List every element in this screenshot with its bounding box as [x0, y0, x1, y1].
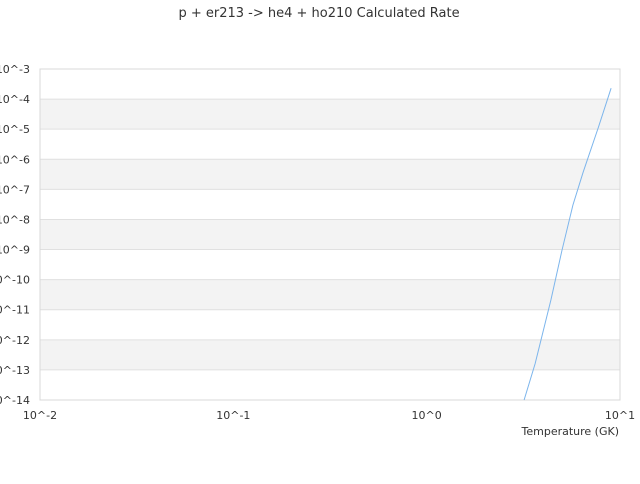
y-tick-label: 10^-8: [0, 213, 30, 226]
grid-band: [40, 99, 620, 130]
x-axis-label: Temperature (GK): [521, 425, 620, 438]
plot-border: [39, 68, 621, 401]
y-tick-label: 10^-6: [0, 153, 30, 166]
y-tick-label: 10^-13: [0, 364, 30, 377]
y-tick-label: 10^-14: [0, 394, 30, 407]
x-tick-label: 10^-2: [23, 409, 57, 422]
y-tick-label: 10^-5: [0, 123, 30, 136]
y-tick-label: 10^-9: [0, 244, 30, 257]
grid-band: [40, 219, 620, 250]
y-tick-label: 10^-12: [0, 334, 30, 347]
y-tick-label: 10^-7: [0, 183, 30, 196]
y-tick-label: 10^-3: [0, 63, 30, 76]
series-line: [523, 88, 612, 401]
chart-title: p + er213 -> he4 + ho210 Calculated Rate: [178, 6, 459, 21]
grid-band: [40, 339, 620, 370]
x-tick-label: 10^0: [412, 409, 442, 422]
y-tick-label: 10^-11: [0, 304, 30, 317]
x-tick-label: 10^-1: [216, 409, 250, 422]
y-tick-label: 10^-10: [0, 274, 30, 287]
grid-band: [40, 159, 620, 190]
grid-band: [40, 279, 620, 310]
y-tick-label: 10^-4: [0, 93, 30, 106]
x-tick-label: 10^1: [605, 409, 635, 422]
